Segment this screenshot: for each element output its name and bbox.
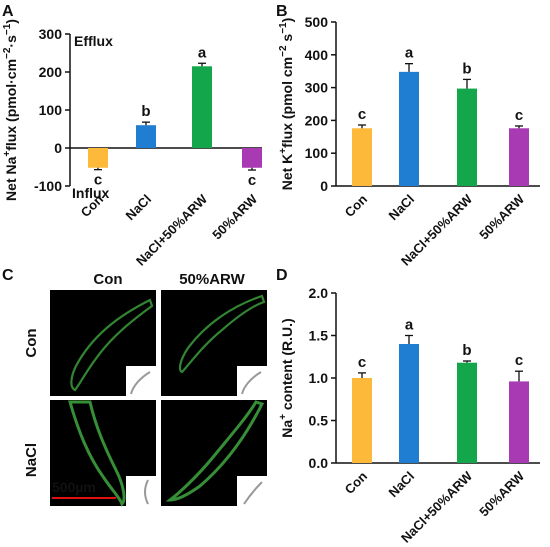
- significance-letter: a: [198, 44, 207, 61]
- x-tick-label: 50%ARW: [476, 191, 527, 242]
- inset-whole-root: [237, 366, 267, 396]
- bar: [352, 378, 372, 463]
- chart-a-net-na-flux: -1000100200300cConbNaClaNaCl+50%ARWc50%A…: [2, 19, 262, 269]
- col-label-50arw: 50%ARW: [179, 271, 245, 288]
- y-tick-label: 0.5: [309, 413, 329, 429]
- bar: [509, 128, 529, 186]
- x-tick-label: Con: [342, 191, 371, 220]
- row-label-nacl: NaCl: [23, 443, 40, 477]
- root-fluorescence: [178, 294, 266, 374]
- significance-letter: c: [358, 354, 366, 371]
- panel-label-d: D: [276, 267, 288, 284]
- bar: [399, 344, 419, 463]
- influx-label: Influx: [72, 185, 110, 201]
- inset-root-shape: [241, 371, 262, 395]
- y-tick-label: 1.0: [309, 370, 329, 386]
- significance-letter: b: [462, 342, 471, 359]
- y-tick-label: 1.5: [309, 328, 329, 344]
- col-label-con: Con: [93, 271, 122, 288]
- significance-letter: c: [358, 106, 366, 123]
- scale-bar-label: 500µm: [52, 479, 96, 495]
- bar: [399, 71, 419, 186]
- chart-b-net-k-flux: 0100200300400500cConaNaClbNaCl+50%ARWc50…: [278, 14, 540, 269]
- y-tick-label: 200: [39, 64, 63, 80]
- y-tick-label: 200: [305, 112, 329, 128]
- inset-whole-root: [126, 366, 156, 396]
- inset-root-shape: [130, 371, 151, 395]
- panel-label-c: C: [2, 267, 14, 284]
- inset-root-shape: [243, 481, 263, 505]
- bar: [136, 125, 156, 148]
- y-tick-label: 500: [305, 14, 329, 30]
- panel-label-b: B: [276, 3, 288, 20]
- bar: [457, 88, 477, 186]
- significance-letter: b: [141, 103, 150, 120]
- panel-label-a: A: [2, 3, 14, 20]
- significance-letter: a: [405, 317, 414, 334]
- y-tick-label: 400: [305, 47, 329, 63]
- significance-letter: c: [515, 352, 523, 369]
- micrograph-panel: Con 50%ARW Con NaCl 500µm: [23, 271, 267, 507]
- x-tick-label: Con: [342, 468, 371, 497]
- y-axis-label: Net K+flux (pmol cm−2 s−1): [278, 18, 295, 191]
- significance-letter: a: [405, 45, 414, 62]
- x-tick-label: 50%ARW: [476, 468, 527, 519]
- inset-root-shape: [144, 479, 149, 505]
- y-tick-label: 0.0: [309, 455, 329, 471]
- bar: [192, 66, 212, 148]
- x-tick-label: NaCl: [123, 192, 155, 224]
- bar: [509, 381, 529, 463]
- bar: [88, 148, 108, 168]
- chart-d-na-content: 0.00.51.01.52.0cConaNaClbNaCl+50%ARWc50%…: [278, 285, 540, 546]
- y-axis-label: Na+ content (R.U.): [278, 318, 295, 437]
- y-axis-label: Net Na+flux (pmol·cm−2·s−1): [2, 19, 19, 201]
- y-tick-label: 2.0: [309, 285, 329, 301]
- root-fluorescence: [165, 400, 265, 502]
- inset-whole-root: [237, 476, 267, 506]
- significance-letter: c: [94, 172, 102, 189]
- y-tick-label: 300: [39, 26, 63, 42]
- inset-whole-root: [126, 476, 156, 506]
- bar: [457, 362, 477, 463]
- bar: [242, 148, 262, 168]
- y-tick-label: 100: [39, 102, 63, 118]
- y-tick-label: 0: [54, 140, 62, 156]
- y-tick-label: 300: [305, 80, 329, 96]
- efflux-label: Efflux: [74, 33, 113, 49]
- x-tick-label: NaCl: [386, 469, 418, 501]
- row-label-con: Con: [23, 328, 40, 357]
- root-fluorescence: [68, 400, 126, 507]
- x-tick-label: NaCl: [386, 192, 418, 224]
- x-tick-label: 50%ARW: [209, 191, 260, 242]
- bar: [352, 128, 372, 186]
- y-tick-label: -100: [34, 178, 62, 194]
- root-fluorescence: [70, 298, 154, 392]
- y-tick-label: 0: [320, 178, 328, 194]
- significance-letter: b: [462, 60, 471, 77]
- y-tick-label: 100: [305, 145, 329, 161]
- significance-letter: c: [248, 172, 256, 189]
- significance-letter: c: [515, 107, 523, 124]
